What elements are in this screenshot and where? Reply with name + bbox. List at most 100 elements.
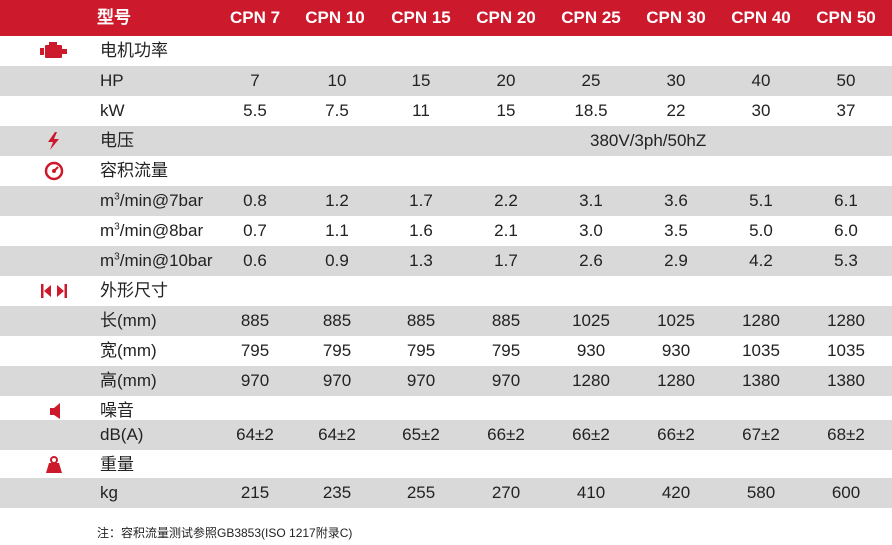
cell: 7.5	[325, 101, 349, 120]
table-row: kg 215 235 255 270 410 420 580 600	[0, 478, 892, 508]
cell: 6.0	[834, 221, 858, 240]
section-title: 噪音	[100, 401, 134, 420]
cell: 420	[661, 483, 691, 502]
weight-icon	[40, 455, 68, 475]
cell: 885	[322, 311, 352, 330]
cell: 970	[406, 371, 436, 390]
cell: 1035	[827, 341, 865, 360]
cell: 0.9	[325, 251, 349, 270]
cell: 65±2	[402, 425, 440, 444]
lightning-icon	[40, 131, 68, 151]
row-label: kW	[100, 101, 125, 120]
row-label: 高(mm)	[100, 371, 157, 390]
cell: 795	[406, 341, 436, 360]
row-label: m3/min@10bar	[100, 251, 213, 270]
cell: 1280	[572, 371, 610, 390]
cell: 7	[250, 71, 260, 90]
cell: 2.1	[494, 221, 518, 240]
cell: 22	[666, 101, 686, 120]
cell: 1280	[742, 311, 780, 330]
cell: 40	[751, 71, 771, 90]
section-title: 电机功率	[100, 41, 168, 60]
cell: 5.1	[749, 191, 773, 210]
cell: 1.1	[325, 221, 349, 240]
voltage-value: 380V/3ph/50hZ	[590, 131, 707, 150]
section-title: 重量	[100, 455, 134, 474]
cell: 1025	[657, 311, 695, 330]
cell: 1380	[827, 371, 865, 390]
cell: 3.0	[579, 221, 603, 240]
model-cpn40: CPN 40	[731, 8, 791, 27]
section-power: 电机功率	[0, 36, 892, 66]
table-row: m3/min@10bar 0.6 0.9 1.3 1.7 2.6 2.9 4.2…	[0, 246, 892, 276]
cell: 1.3	[409, 251, 433, 270]
cell: 20	[496, 71, 516, 90]
model-cpn50: CPN 50	[816, 8, 876, 27]
speaker-icon	[40, 401, 68, 421]
cell: 15	[411, 71, 431, 90]
section-weight: 重量	[0, 450, 892, 480]
model-cpn7: CPN 7	[229, 8, 281, 27]
dimensions-icon	[40, 281, 68, 301]
cell: 795	[322, 341, 352, 360]
cell: 930	[661, 341, 691, 360]
section-title: 电压	[100, 131, 134, 150]
cell: 215	[240, 483, 270, 502]
cell: 11	[412, 101, 430, 120]
cell: 1.2	[325, 191, 349, 210]
cell: 410	[576, 483, 606, 502]
table-row: HP 7 10 15 20 25 30 40 50	[0, 66, 892, 96]
cell: 5.5	[243, 101, 267, 120]
model-cpn15: CPN 15	[391, 8, 451, 27]
cell: 600	[831, 483, 861, 502]
cell: 0.8	[243, 191, 267, 210]
cell: 795	[491, 341, 521, 360]
cell: 0.7	[243, 221, 267, 240]
cell: 1.6	[409, 221, 433, 240]
cell: 2.9	[664, 251, 688, 270]
cell: 885	[406, 311, 436, 330]
row-label: m3/min@7bar	[100, 191, 204, 210]
table-row: 宽(mm) 795 795 795 795 930 930 1035 1035	[0, 336, 892, 366]
model-cpn30: CPN 30	[646, 8, 706, 27]
table-row: m3/min@8bar 0.7 1.1 1.6 2.1 3.0 3.5 5.0 …	[0, 216, 892, 246]
cell: 1035	[742, 341, 780, 360]
cell: 270	[491, 483, 521, 502]
model-cpn25: CPN 25	[561, 8, 621, 27]
cell: 1280	[827, 311, 865, 330]
cell: 1025	[572, 311, 610, 330]
gauge-icon	[40, 161, 68, 181]
cell: 18.5	[574, 101, 608, 120]
motor-icon	[40, 41, 68, 61]
cell: 930	[576, 341, 606, 360]
row-label: HP	[100, 71, 124, 90]
cell: 1.7	[409, 191, 433, 210]
table-row: 长(mm) 885 885 885 885 1025 1025 1280 128…	[0, 306, 892, 336]
cell: 67±2	[742, 425, 780, 444]
cell: 885	[240, 311, 270, 330]
table-row: 高(mm) 970 970 970 970 1280 1280 1380 138…	[0, 366, 892, 396]
cell: 970	[322, 371, 352, 390]
cell: 1.7	[494, 251, 518, 270]
section-voltage: 电压 380V/3ph/50hZ	[0, 126, 892, 156]
cell: 1380	[742, 371, 780, 390]
cell: 3.5	[664, 221, 688, 240]
model-cpn10: CPN 10	[305, 8, 365, 27]
cell: 970	[491, 371, 521, 390]
cell: 5.0	[749, 221, 773, 240]
cell: 64±2	[318, 425, 356, 444]
cell: 580	[746, 483, 776, 502]
cell: 66±2	[487, 425, 525, 444]
cell: 4.2	[749, 251, 773, 270]
cell: 5.3	[834, 251, 858, 270]
cell: 255	[406, 483, 436, 502]
table-row: kW 5.5 7.5 11 15 18.5 22 30 37	[0, 96, 892, 126]
cell: 970	[240, 371, 270, 390]
cell: 64±2	[236, 425, 274, 444]
row-label: dB(A)	[100, 425, 144, 444]
section-flow: 容积流量	[0, 156, 892, 186]
cell: 50	[836, 71, 856, 90]
cell: 795	[240, 341, 270, 360]
cell: 25	[581, 71, 601, 90]
cell: 1280	[657, 371, 695, 390]
